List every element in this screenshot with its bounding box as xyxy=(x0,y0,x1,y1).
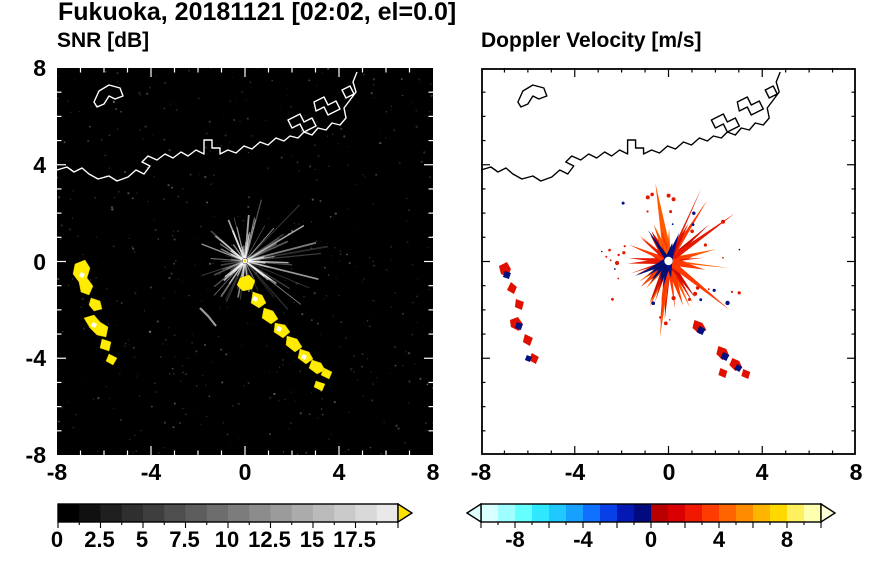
figure-title: Fukuoka, 20181121 [02:02, el=0.0] xyxy=(58,0,457,26)
y-tick-label: 8 xyxy=(33,55,46,81)
x-tick-label: 0 xyxy=(238,459,252,485)
doppler-axis-ticks xyxy=(481,68,856,455)
doppler-panel-title: Doppler Velocity [m/s] xyxy=(481,29,702,52)
doppler-plot xyxy=(481,68,856,455)
x-tick-label: -4 xyxy=(140,459,162,485)
colorbar-tick-label: -8 xyxy=(505,527,525,552)
colorbar-tick-label: 12.5 xyxy=(248,527,291,552)
colorbar-tick-label: 15 xyxy=(299,527,325,552)
snr-colorbar xyxy=(57,503,414,528)
colorbar-tick-label: 0 xyxy=(50,527,64,552)
x-tick-label: 8 xyxy=(849,459,863,485)
x-tick-label: -8 xyxy=(470,459,492,485)
colorbar-tick-label: 4 xyxy=(712,527,726,552)
snr-plot xyxy=(57,68,433,455)
colorbar-tick-label: 7.5 xyxy=(169,527,200,552)
colorbar-tick-label: 10 xyxy=(214,527,240,552)
y-tick-label: 4 xyxy=(33,151,46,178)
velocity-burst xyxy=(600,183,741,338)
snr-noise-speckle xyxy=(57,68,433,455)
y-tick-label: -8 xyxy=(25,442,46,468)
x-tick-label: 4 xyxy=(332,459,346,485)
snr-yellow-echoes xyxy=(72,259,333,392)
colorbar-tick-label: 2.5 xyxy=(84,527,115,552)
snr-gray-streak xyxy=(199,307,217,327)
x-tick-label: -8 xyxy=(46,459,68,485)
colorbar-tick-label: 17.5 xyxy=(333,527,376,552)
snr-axis-ticks xyxy=(57,68,433,455)
x-tick-label: -4 xyxy=(564,459,586,485)
x-tick-label: 0 xyxy=(662,459,676,485)
coastline-outline xyxy=(57,71,358,182)
coastline-outline xyxy=(481,71,781,182)
x-tick-label: 4 xyxy=(755,459,769,485)
x-tick-label: 8 xyxy=(426,459,440,485)
doppler-colorbar xyxy=(466,503,837,528)
snr-panel-title: SNR [dB] xyxy=(57,29,150,52)
y-tick-label: 0 xyxy=(33,248,46,275)
y-tick-label: -4 xyxy=(25,345,46,372)
colorbar-tick-label: 0 xyxy=(644,527,658,552)
colorbar-tick-label: 5 xyxy=(135,527,149,552)
colorbar-tick-label: -4 xyxy=(573,527,593,552)
colorbar-tick-label: 8 xyxy=(780,527,794,552)
